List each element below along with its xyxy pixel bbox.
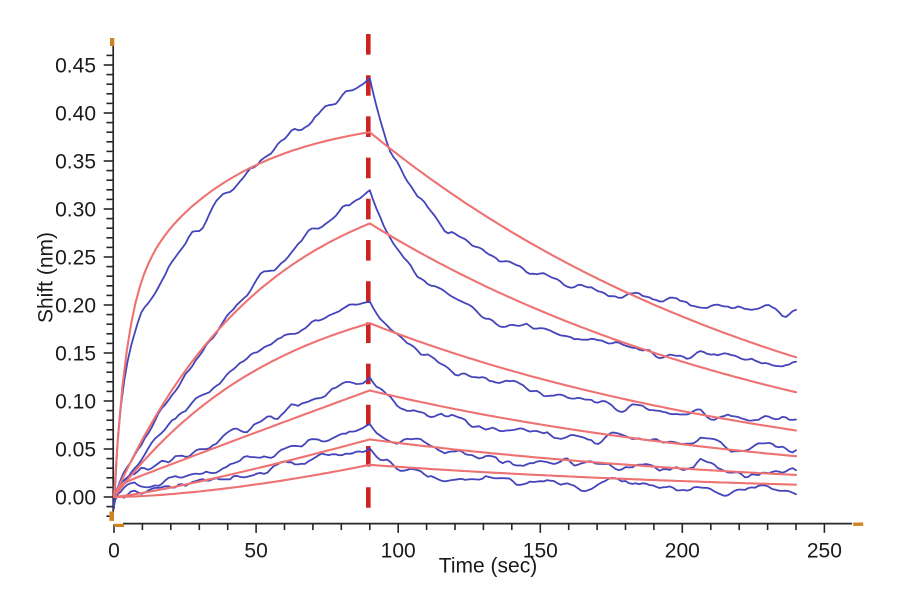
svg-text:Time (sec): Time (sec)	[439, 555, 537, 578]
svg-text:Shift (nm): Shift (nm)	[35, 232, 58, 323]
svg-text:250: 250	[807, 540, 842, 563]
svg-text:100: 100	[381, 540, 416, 563]
svg-text:0.40: 0.40	[55, 102, 96, 125]
svg-text:0.35: 0.35	[55, 150, 96, 173]
svg-text:0.15: 0.15	[55, 342, 96, 365]
svg-text:0.45: 0.45	[55, 54, 96, 77]
svg-text:0.10: 0.10	[55, 390, 96, 413]
svg-text:0: 0	[108, 540, 120, 563]
svg-text:200: 200	[665, 540, 700, 563]
svg-text:0.20: 0.20	[55, 294, 96, 317]
svg-text:0.00: 0.00	[55, 486, 96, 509]
svg-text:0.30: 0.30	[55, 198, 96, 221]
svg-text:0.05: 0.05	[55, 438, 96, 461]
svg-text:50: 50	[244, 540, 267, 563]
svg-text:0.25: 0.25	[55, 246, 96, 269]
svg-text:150: 150	[523, 540, 558, 563]
